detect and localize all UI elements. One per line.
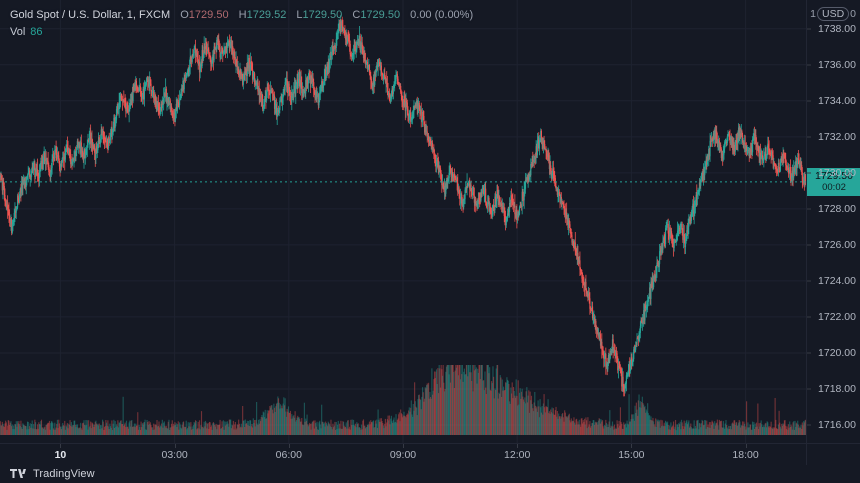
price-tick-mark [807, 388, 811, 390]
time-tick-mark [403, 444, 404, 448]
price-tick-label: 1730.00 [818, 166, 856, 179]
price-tick-mark [807, 316, 811, 318]
price-tick-mark [807, 172, 811, 174]
bar-countdown: 00:02 [822, 181, 846, 193]
volume-value: 86 [30, 26, 43, 38]
price-tick-mark [807, 100, 811, 102]
chart-legend: Gold Spot / U.S. Dollar, 1, FXCM O1729.5… [10, 8, 473, 40]
time-axis[interactable]: 10 03:00 06:00 09:00 12:00 15:00 18:00 [0, 443, 806, 466]
ohlc-close-label: C [352, 9, 361, 21]
price-tick-mark [807, 64, 811, 66]
time-tick-mark [631, 444, 633, 448]
ohlc-high-value: 1729.52 [246, 9, 287, 21]
price-tick-mark [807, 136, 811, 138]
time-tick-mark [745, 444, 747, 448]
tradingview-logo[interactable]: TradingView [10, 468, 95, 480]
ohlc-close-value: 1729.50 [360, 9, 401, 21]
price-tick-label: 1722.00 [818, 310, 856, 323]
price-tick-label: 1716.00 [818, 418, 856, 431]
price-tick-label: 1720.00 [818, 346, 856, 359]
time-tick-mark [174, 444, 176, 448]
currency-suffix: 0 [850, 8, 856, 20]
ohlc-open-label: O [180, 9, 189, 21]
price-tick-mark [807, 208, 811, 210]
currency-prefix: 1 [810, 8, 816, 20]
axis-corner [806, 443, 860, 466]
time-tick-label: 03:00 [161, 449, 188, 461]
ohlc-low-value: 1729.50 [302, 9, 343, 21]
chart-footer: TradingView [0, 465, 860, 483]
price-tick-label: 1734.00 [818, 94, 856, 107]
ohlc-high-label: H [238, 9, 247, 21]
price-axis[interactable]: 1 USD 0 1729.50 00:02 1738.00 1736.00 1734.0… [806, 0, 860, 443]
tradingview-mark-icon [10, 469, 26, 478]
time-tick-label: 09:00 [389, 449, 417, 461]
currency-badge: 1 USD 0 [810, 7, 856, 21]
candlestick-chart [0, 0, 806, 443]
price-change: 0.00 (0.00%) [410, 9, 474, 21]
price-tick-label: 1728.00 [818, 202, 856, 215]
price-tick-label: 1726.00 [818, 238, 856, 251]
price-tick-mark [807, 280, 811, 282]
chart-plot-area[interactable] [0, 0, 806, 443]
currency-label: USD [816, 7, 850, 21]
ohlc-open-value: 1729.50 [188, 9, 229, 21]
price-tick-mark [807, 244, 811, 246]
price-tick-label: 1736.00 [818, 58, 856, 71]
time-tick-mark [60, 444, 62, 448]
time-tick-label: 10 [54, 449, 67, 461]
time-tick-label: 12:00 [504, 449, 531, 461]
current-price-badge[interactable]: 1729.50 00:02 [807, 167, 860, 196]
time-tick-label: 18:00 [732, 449, 759, 461]
price-tick-mark [807, 28, 811, 30]
price-tick-label: 1718.00 [818, 382, 856, 395]
price-tick-label: 1732.00 [818, 130, 856, 143]
symbol-title[interactable]: Gold Spot / U.S. Dollar, 1, FXCM [10, 9, 171, 21]
price-tick-mark [807, 352, 811, 354]
price-tick-label: 1724.00 [818, 274, 856, 287]
current-price-value: 1729.50 [815, 169, 853, 182]
volume-label: Vol [10, 26, 26, 38]
ohlc-low-label: L [296, 9, 303, 21]
price-tick-mark [807, 424, 811, 426]
time-tick-mark [517, 444, 519, 448]
tradingview-wordmark: TradingView [33, 468, 95, 480]
time-tick-label: 06:00 [275, 449, 302, 461]
time-tick-mark [288, 444, 290, 448]
time-tick-label: 15:00 [618, 449, 645, 461]
price-tick-label: 1738.00 [818, 22, 856, 35]
